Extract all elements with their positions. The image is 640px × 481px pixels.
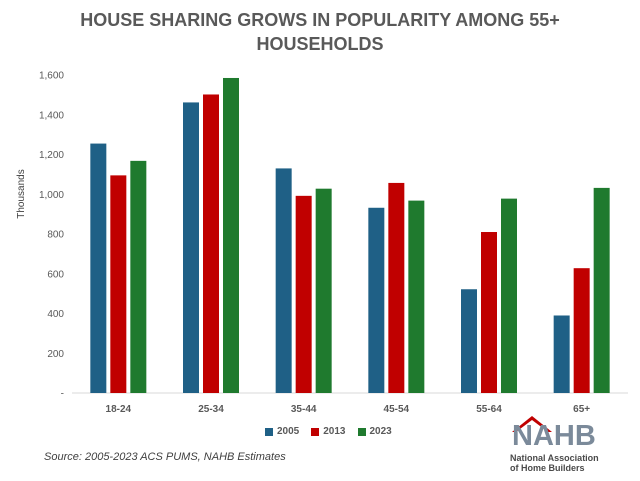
legend-swatch-2005 — [265, 427, 273, 436]
x-tick-label: 35-44 — [291, 404, 317, 415]
legend-label-2013: 2013 — [323, 426, 346, 437]
bar-2023-25-34 — [223, 77, 239, 393]
bar-2013-55-64 — [481, 232, 497, 393]
chart-title-line-2: HOUSEHOLDS — [256, 34, 384, 54]
legend-item-2005: 2005 — [265, 426, 299, 437]
y-tick-label: 600 — [47, 269, 64, 280]
legend-item-2013: 2013 — [311, 426, 346, 437]
bar-2013-25-34 — [203, 94, 219, 393]
source-note: Source: 2005-2023 ACS PUMS, NAHB Estimat… — [44, 451, 286, 463]
logo-line-2: of Home Builders — [510, 463, 585, 473]
bar-2005-18-24 — [90, 143, 107, 393]
bar-2013-18-24 — [110, 175, 127, 393]
bar-2023-35-44 — [315, 188, 332, 393]
legend-swatch-2013 — [311, 427, 320, 436]
legend-item-2023: 2023 — [357, 426, 392, 437]
legend-label-2005: 2005 — [277, 426, 300, 437]
y-tick-label: 1,000 — [39, 190, 64, 201]
bar-2005-35-44 — [275, 168, 292, 393]
y-tick-label: - — [61, 389, 64, 400]
chart-title: HOUSE SHARING GROWS IN POPULARITY AMONG … — [0, 8, 640, 56]
y-axis-label: Thousands — [16, 169, 27, 218]
bar-2013-65+ — [573, 268, 590, 393]
legend-swatch-2023 — [357, 427, 366, 436]
legend: 2005 2013 2023 — [265, 426, 392, 437]
y-tick-label: 800 — [47, 230, 64, 241]
bar-2023-55-64 — [501, 198, 517, 393]
bar-2023-18-24 — [130, 160, 147, 393]
legend-label-2023: 2023 — [369, 426, 392, 437]
bar-2005-45-54 — [368, 207, 385, 393]
bar-2005-65+ — [553, 315, 570, 393]
logo-line-1: National Association — [510, 453, 599, 463]
logo-roof-icon — [512, 416, 552, 432]
x-tick-label: 55-64 — [476, 404, 502, 415]
bar-2013-35-44 — [295, 195, 312, 393]
bar-2005-25-34 — [183, 102, 199, 394]
chart-title-line-1: HOUSE SHARING GROWS IN POPULARITY AMONG … — [80, 10, 560, 30]
y-tick-label: 1,400 — [39, 110, 64, 121]
bar-2023-65+ — [593, 187, 610, 393]
bar-2013-45-54 — [388, 182, 405, 393]
x-tick-label: 18-24 — [106, 404, 132, 415]
y-tick-label: 1,200 — [39, 150, 64, 161]
y-tick-label: 200 — [47, 349, 64, 360]
x-tick-label: 45-54 — [384, 404, 410, 415]
bar-2005-55-64 — [461, 289, 477, 393]
logo-word: NAHB — [512, 420, 596, 448]
bar-2023-45-54 — [408, 200, 425, 393]
nahb-logo: NAHB National Association of Home Builde… — [510, 412, 622, 476]
y-tick-label: 400 — [47, 309, 64, 320]
x-tick-label: 65+ — [573, 404, 590, 415]
x-tick-label: 25-34 — [198, 404, 224, 415]
nahb-logo-mark: NAHB — [512, 416, 596, 452]
y-tick-label: 1,600 — [39, 71, 64, 82]
